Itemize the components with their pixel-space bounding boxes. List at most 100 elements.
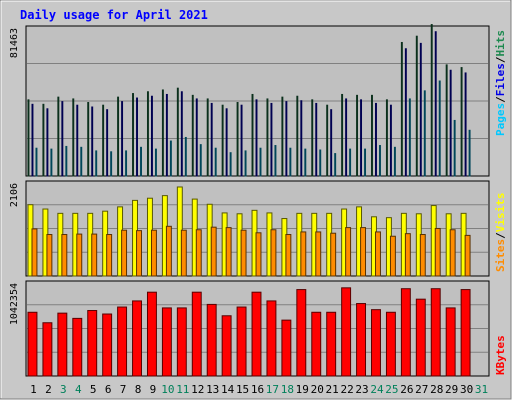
- bar-pages-day-5: [95, 150, 98, 177]
- bar-sites-day-25: [389, 235, 396, 277]
- bar-hits-day-7: [117, 96, 120, 177]
- bar-pages-day-4: [80, 146, 83, 177]
- bar-files-day-12: [195, 98, 198, 177]
- panel1-series-axis-label: Pages/Files/Hits: [494, 30, 507, 136]
- bar-kbytes-day-14: [221, 315, 232, 377]
- x-tick-label-day-10: 10: [161, 383, 174, 396]
- bar-pages-day-14: [229, 152, 232, 177]
- bar-pages-day-15: [244, 150, 247, 177]
- panel2-axis-label-part-2: /: [494, 232, 507, 239]
- bar-kbytes-day-11: [176, 307, 187, 377]
- panel-3: 1042354: [9, 280, 490, 377]
- x-tick-label-day-5: 5: [90, 383, 97, 396]
- bar-kbytes-day-30: [460, 289, 471, 377]
- panel-3-max-label: 1042354: [9, 283, 20, 325]
- bar-hits-day-16: [251, 93, 254, 177]
- bar-kbytes-day-12: [191, 291, 202, 377]
- bar-hits-day-15: [236, 102, 239, 177]
- bar-hits-day-11: [176, 87, 179, 177]
- bar-files-day-19: [300, 100, 303, 177]
- bar-hits-day-14: [221, 104, 224, 177]
- bar-kbytes-day-10: [161, 307, 172, 377]
- x-tick-label-day-2: 2: [45, 383, 52, 396]
- bar-hits-day-24: [371, 94, 373, 177]
- x-tick-label-day-26: 26: [400, 383, 413, 396]
- bar-pages-day-10: [169, 140, 172, 177]
- panel1-axis-label-part-4: /: [494, 56, 507, 63]
- x-tick-label-day-1: 1: [30, 383, 37, 396]
- bar-sites-day-3: [61, 234, 68, 277]
- bar-files-day-5: [91, 106, 94, 177]
- panel2-axis-label-part-1: Sites: [494, 239, 507, 272]
- bar-files-day-16: [255, 99, 258, 177]
- bar-files-day-21: [330, 109, 333, 177]
- bar-hits-day-29: [445, 64, 448, 177]
- bar-hits-day-12: [191, 94, 194, 177]
- bar-kbytes-day-3: [57, 312, 68, 377]
- bar-sites-day-14: [225, 227, 232, 277]
- bar-kbytes-day-13: [206, 303, 217, 377]
- panel-1: 81463: [9, 24, 490, 177]
- bar-kbytes-day-22: [341, 287, 352, 377]
- x-tick-label-day-29: 29: [445, 383, 458, 396]
- bar-files-day-14: [225, 108, 228, 177]
- bar-kbytes-day-25: [385, 311, 396, 377]
- x-tick-label-day-19: 19: [296, 383, 309, 396]
- bar-kbytes-day-19: [296, 289, 307, 377]
- panel-2-max-label: 2106: [9, 183, 20, 207]
- bar-files-day-6: [106, 109, 109, 177]
- bar-pages-day-8: [140, 146, 142, 177]
- bar-files-day-29: [449, 69, 452, 177]
- x-tick-label-day-16: 16: [251, 383, 264, 396]
- bar-kbytes-day-21: [326, 311, 337, 377]
- bar-sites-day-16: [255, 232, 262, 277]
- bar-kbytes-day-2: [42, 322, 53, 377]
- bar-files-day-22: [345, 98, 348, 177]
- bar-sites-day-9: [150, 229, 157, 277]
- bar-sites-day-21: [330, 232, 337, 277]
- bar-hits-day-18: [281, 96, 284, 177]
- x-tick-label-day-22: 22: [340, 383, 353, 396]
- x-tick-label-day-28: 28: [430, 383, 443, 396]
- bar-pages-day-3: [65, 145, 68, 177]
- bar-sites-day-4: [76, 233, 83, 277]
- bar-pages-day-22: [349, 148, 352, 177]
- bar-pages-day-11: [184, 136, 187, 177]
- x-tick-label-day-18: 18: [281, 383, 294, 396]
- bar-sites-day-30: [464, 234, 471, 277]
- x-tick-label-day-21: 21: [326, 383, 339, 396]
- bar-files-day-11: [180, 91, 183, 177]
- bar-pages-day-23: [364, 148, 367, 177]
- bar-sites-day-8: [136, 230, 142, 277]
- bar-sites-day-6: [106, 234, 113, 277]
- bar-files-day-20: [315, 102, 318, 177]
- bar-sites-day-24: [375, 231, 381, 277]
- panel-2: 2106: [9, 180, 490, 277]
- bar-hits-day-20: [311, 99, 314, 177]
- bar-sites-day-20: [315, 231, 322, 277]
- bar-sites-day-7: [121, 229, 128, 277]
- bar-kbytes-day-18: [281, 319, 292, 377]
- bar-pages-day-30: [468, 129, 471, 177]
- panel2-axis-label-part-3: Visits: [494, 193, 507, 233]
- x-tick-label-day-24: 24: [370, 383, 384, 396]
- bar-hits-day-13: [206, 98, 209, 177]
- bar-files-day-10: [165, 93, 168, 177]
- bar-files-day-1: [31, 103, 34, 177]
- bar-files-day-24: [375, 102, 377, 177]
- bar-kbytes-day-9: [146, 291, 157, 377]
- bar-files-day-13: [210, 102, 213, 177]
- bar-files-day-28: [434, 31, 437, 177]
- panel3-series-axis-label: KBytes: [494, 335, 507, 375]
- bar-hits-day-23: [356, 94, 359, 177]
- bar-kbytes-day-6: [102, 313, 113, 377]
- bar-pages-day-13: [214, 147, 217, 177]
- bar-kbytes-day-5: [87, 310, 98, 377]
- bar-pages-day-26: [408, 98, 411, 177]
- panel2-series-axis-label: Sites/Visits: [494, 193, 507, 273]
- x-tick-label-day-9: 9: [150, 383, 157, 396]
- bar-kbytes-day-20: [311, 311, 322, 377]
- bar-hits-day-6: [102, 104, 105, 177]
